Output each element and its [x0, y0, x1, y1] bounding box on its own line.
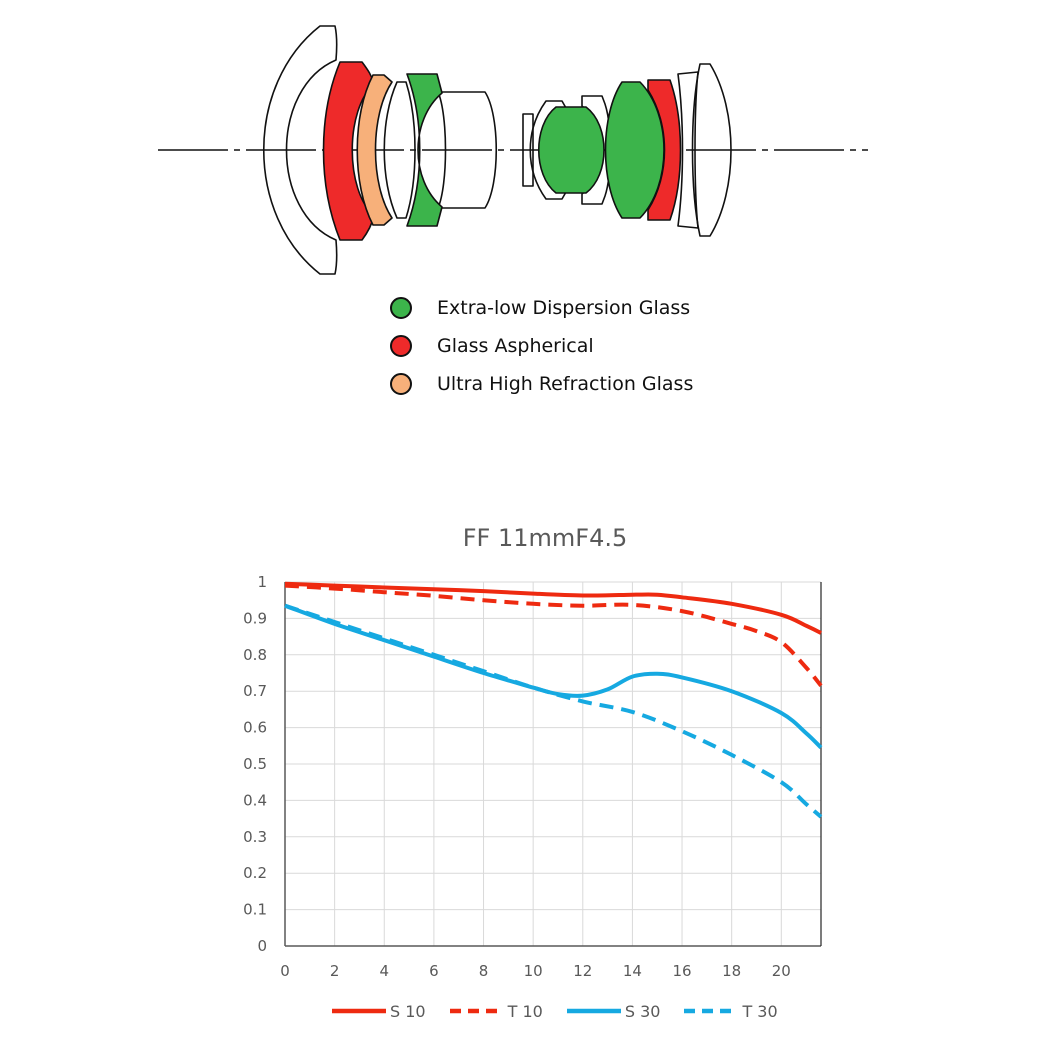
y-tick-label: 0.8 [243, 646, 267, 664]
lens-element-4 [383, 81, 416, 219]
series-legend-label-t30: T 30 [742, 1001, 778, 1021]
lens-element-12-aspherical [647, 79, 682, 221]
lens-element-14 [691, 63, 732, 237]
y-tick-label: 0.9 [243, 609, 267, 627]
series-legend-label-s10: S 10 [390, 1001, 426, 1021]
orange-circle-icon [390, 373, 412, 395]
y-tick-label: 0.5 [243, 755, 267, 773]
x-tick-label: 8 [479, 962, 489, 980]
x-tick-label: 0 [280, 962, 290, 980]
lens-element-6 [437, 91, 498, 209]
series-line-t30 [284, 603, 823, 819]
lens-element-7 [522, 113, 534, 187]
y-tick-label: 0 [257, 937, 267, 955]
series-legend-label-t10: T 10 [507, 1001, 543, 1021]
y-tick-label: 0.7 [243, 682, 267, 700]
green-circle-icon [390, 297, 412, 319]
red-circle-icon [390, 335, 412, 357]
legend-label-ed: Extra-low Dispersion Glass [437, 297, 691, 319]
x-tick-label: 10 [524, 962, 543, 980]
series-line-s10 [284, 581, 822, 635]
series-legend-item-s10: S 10 [330, 1002, 426, 1021]
y-tick-label: 1 [257, 573, 267, 591]
series-legend-label-s30: S 30 [624, 1001, 661, 1021]
legend-item-aspherical: Glass Aspherical [390, 331, 594, 361]
lens-element-5-ed [406, 73, 443, 227]
x-tick-label: 18 [722, 962, 741, 980]
x-tick-label: 16 [672, 962, 691, 980]
x-tick-label: 14 [623, 962, 642, 980]
series-legend: S 10 T 10 S 30 T 30 [330, 998, 800, 1024]
legend-label-aspherical: Glass Aspherical [437, 335, 594, 357]
y-tick-label: 0.2 [243, 864, 267, 882]
series-legend-item-t10: T 10 [448, 1002, 543, 1021]
x-tick-label: 20 [772, 962, 791, 980]
lens-diagram [158, 25, 868, 275]
x-tick-label: 6 [429, 962, 439, 980]
series-line-t10 [284, 583, 823, 687]
x-tick-label: 12 [573, 962, 592, 980]
y-tick-label: 0.4 [243, 791, 267, 809]
series-line-s30 [284, 603, 823, 750]
y-tick-label: 0.6 [243, 719, 267, 737]
y-tick-label: 0.1 [243, 901, 267, 919]
x-tick-label: 2 [330, 962, 340, 980]
lens-element-1 [262, 25, 338, 275]
chart-title: FF 11mmF4.5 [462, 524, 628, 552]
lens-element-3-uhr [356, 74, 393, 226]
series-legend-item-s30: S 30 [565, 1001, 661, 1021]
lens-element-9-ed [538, 106, 605, 194]
legend-item-uhr: Ultra High Refraction Glass [390, 369, 693, 399]
legend-label-uhr: Ultra High Refraction Glass [437, 373, 694, 395]
legend-item-ed: Extra-low Dispersion Glass [390, 293, 690, 323]
y-tick-label: 0.3 [243, 828, 267, 846]
x-tick-label: 4 [379, 962, 389, 980]
series-legend-item-t30: T 30 [682, 1001, 778, 1021]
